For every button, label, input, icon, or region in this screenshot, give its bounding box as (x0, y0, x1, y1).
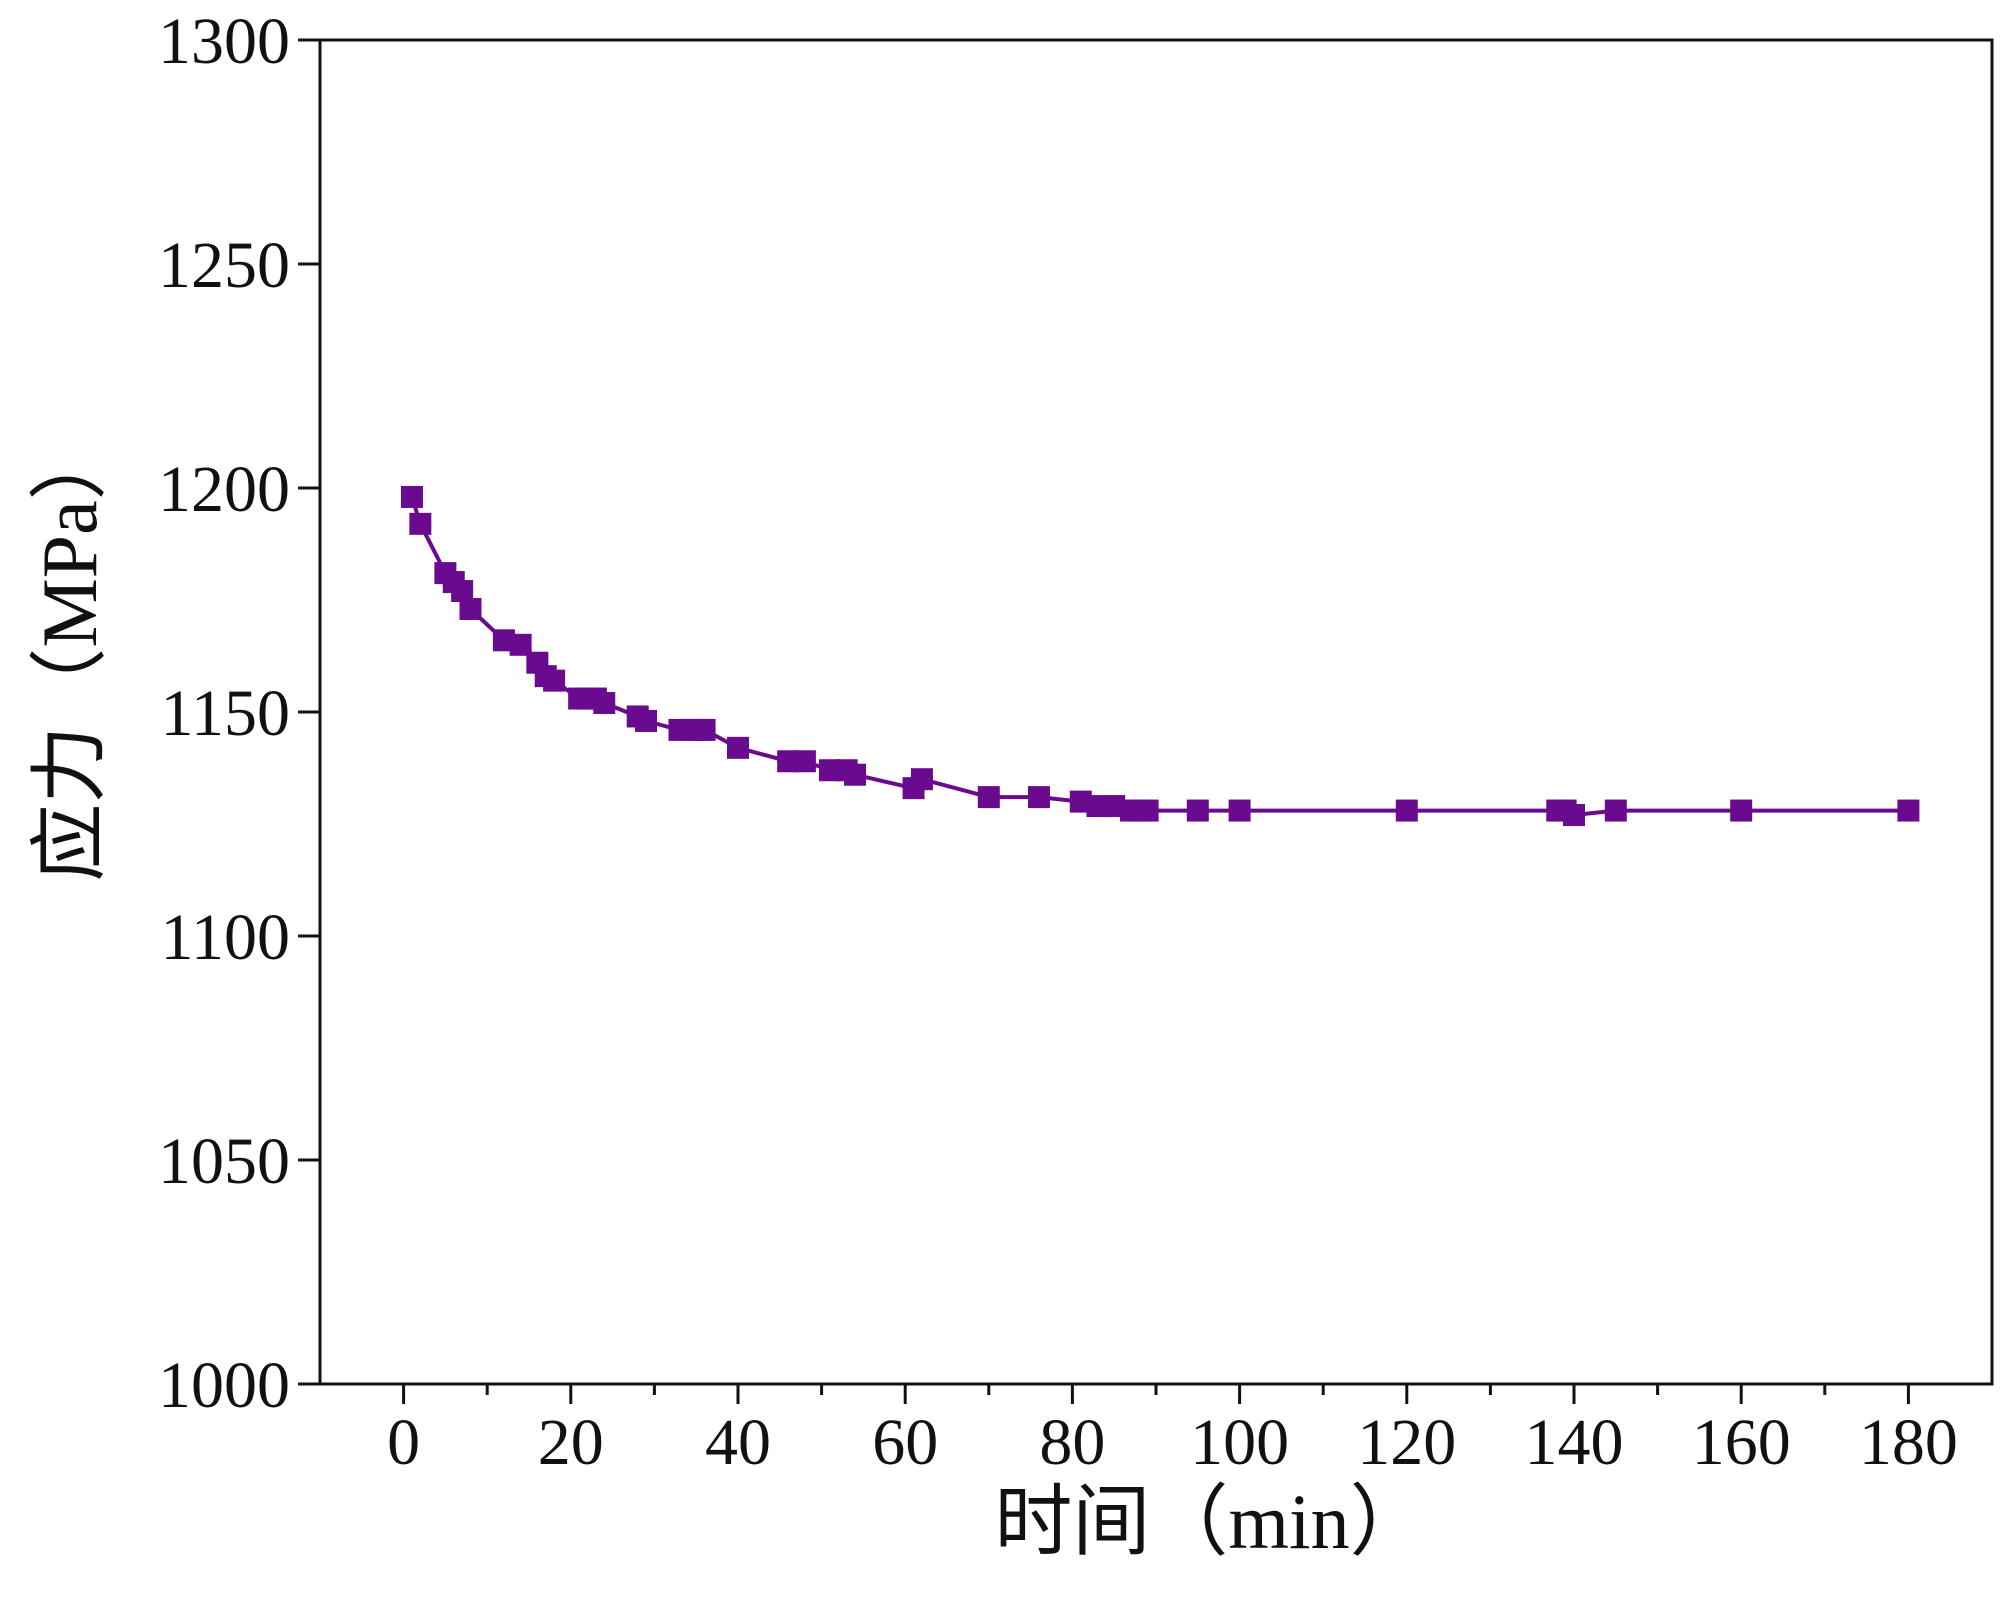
y-tick-label: 1300 (158, 5, 290, 78)
data-point (492, 629, 515, 652)
y-tick-label: 1100 (160, 901, 290, 974)
data-point (593, 692, 616, 715)
plot-frame (318, 38, 1994, 1386)
data-point (1136, 799, 1159, 822)
data-point (844, 763, 867, 786)
y-tick-label: 1250 (158, 229, 290, 302)
data-point (1228, 799, 1251, 822)
data-point (818, 759, 841, 782)
y-tick-label: 1000 (158, 1349, 290, 1422)
x-tick-label: 180 (1859, 1406, 1958, 1479)
x-axis-title: 时间（min） (994, 1478, 1427, 1565)
data-point (1103, 795, 1126, 818)
data-point (1730, 799, 1753, 822)
data-point (459, 597, 482, 620)
data-point (1604, 799, 1627, 822)
data-point (451, 580, 474, 603)
data-point (668, 718, 691, 741)
series-line (410, 496, 1909, 817)
data-point (727, 736, 749, 759)
data-point (693, 718, 716, 741)
x-tick-label: 160 (1692, 1406, 1791, 1479)
x-tick-label: 140 (1525, 1406, 1624, 1479)
data-point (977, 786, 1000, 809)
data-point (409, 512, 432, 535)
data-point (793, 750, 816, 773)
data-point (635, 709, 658, 732)
data-point (509, 633, 532, 656)
data-point (910, 768, 933, 791)
x-tick-label: 20 (538, 1406, 604, 1479)
data-point (1186, 799, 1209, 822)
x-tick-label: 80 (1039, 1406, 1105, 1479)
x-tick-label: 0 (387, 1406, 420, 1479)
x-tick-label: 100 (1190, 1406, 1289, 1479)
data-point (1086, 795, 1109, 818)
data-point (1027, 786, 1050, 809)
x-tick-label: 40 (705, 1406, 771, 1479)
x-tick-label: 60 (872, 1406, 938, 1479)
x-tick-label: 120 (1357, 1406, 1456, 1479)
data-point (1395, 799, 1418, 822)
data-point (777, 750, 800, 773)
data-point (1563, 804, 1585, 827)
data-point (400, 485, 423, 508)
data-point (1897, 799, 1920, 822)
y-tick-label: 1050 (158, 1125, 290, 1198)
data-point (543, 669, 566, 692)
y-tick-label: 1150 (160, 677, 290, 750)
y-axis-title: 应力（MPa） (26, 422, 113, 881)
y-tick-label: 1200 (158, 453, 290, 526)
data-point (1069, 790, 1092, 813)
